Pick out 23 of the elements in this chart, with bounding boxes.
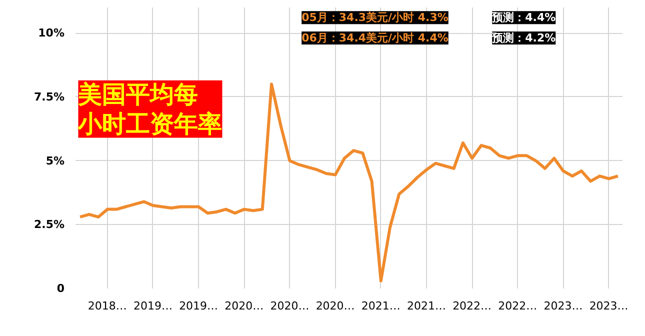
annotation: 预测：4.2% bbox=[491, 32, 556, 45]
x-tick-label: 2020… bbox=[224, 300, 264, 312]
x-tick-label: 2023… bbox=[544, 300, 583, 312]
x-tick-label: 2019… bbox=[133, 300, 172, 312]
x-tick-label: 2022… bbox=[452, 300, 492, 312]
y-tick-label: 5% bbox=[46, 154, 65, 168]
annotation: 05月：34.3美元/小时 4.3% bbox=[302, 11, 448, 24]
x-tick-label: 2018… bbox=[88, 300, 127, 312]
x-tick-label: 2020… bbox=[316, 300, 355, 312]
y-tick-label: 0 bbox=[56, 282, 65, 295]
annotation: 预测：4.4% bbox=[491, 11, 556, 24]
line-series bbox=[78, 82, 620, 282]
y-tick-label: 2.5% bbox=[34, 218, 65, 232]
x-tick-label: 2022… bbox=[498, 300, 538, 312]
text: 美国平均每小时工资年率 bbox=[77, 80, 222, 138]
y-tick-label: 7.5% bbox=[34, 90, 65, 104]
y-tick-label: 10% bbox=[38, 26, 65, 40]
x-tick-label: 2019… bbox=[179, 300, 218, 312]
annotation: 06月：34.4美元/小时 4.4% bbox=[302, 32, 448, 45]
x-tick-label: 2020… bbox=[270, 300, 310, 312]
x-tick-label: 2021… bbox=[361, 300, 400, 312]
x-tick-label: 2023… bbox=[589, 300, 628, 312]
x-tick-label: 2021… bbox=[406, 300, 446, 312]
